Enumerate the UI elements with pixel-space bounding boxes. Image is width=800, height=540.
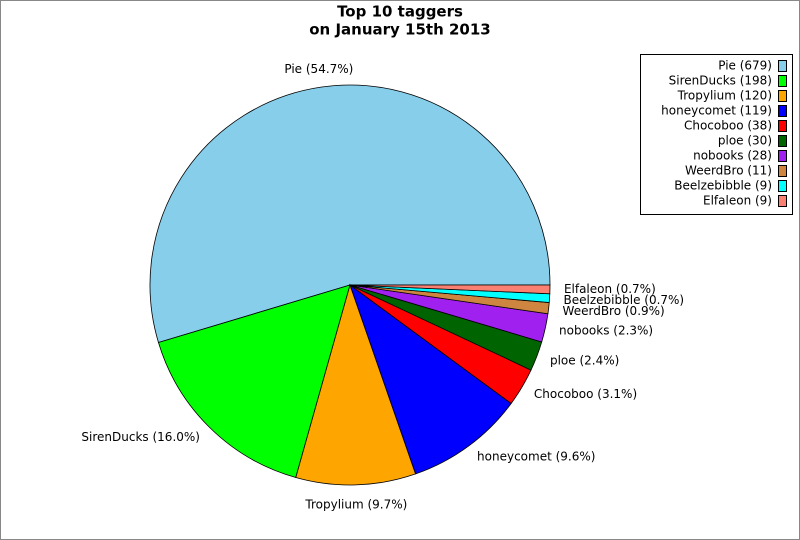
legend-swatch xyxy=(778,150,787,162)
legend-swatch xyxy=(778,60,787,72)
legend-swatch xyxy=(778,180,787,192)
legend-box xyxy=(640,54,793,215)
legend-swatch xyxy=(778,135,787,147)
slice-label: ploe (2.4%) xyxy=(550,354,619,368)
legend-label: nobooks (28) xyxy=(693,149,772,163)
legend-label: Beelzebibble (9) xyxy=(674,179,772,193)
legend-label: Pie (679) xyxy=(718,59,772,73)
legend-label: honeycomet (119) xyxy=(661,104,772,118)
legend-swatch xyxy=(778,165,787,177)
legend-swatch xyxy=(778,90,787,102)
slice-label: WeerdBro (0.9%) xyxy=(563,304,665,318)
legend-swatch xyxy=(778,75,787,87)
pie-slice xyxy=(295,283,417,486)
legend-label: Tropylium (120) xyxy=(677,89,772,103)
legend-swatch xyxy=(778,195,787,207)
slice-label: Tropylium (9.7%) xyxy=(304,497,407,511)
slice-label: honeycomet (9.6%) xyxy=(477,450,595,464)
pie-slice xyxy=(157,284,351,478)
legend-label: SirenDucks (198) xyxy=(669,74,772,88)
chart-subtitle: on January 15th 2013 xyxy=(309,21,490,39)
slice-label: SirenDucks (16.0%) xyxy=(81,430,200,444)
slice-label: Elfaleon (0.7%) xyxy=(564,282,656,296)
pie-slice xyxy=(349,284,551,295)
slice-label: nobooks (2.3%) xyxy=(559,323,653,337)
legend-label: Elfaleon (9) xyxy=(703,194,772,208)
legend-swatch xyxy=(778,105,787,117)
pie-slice xyxy=(149,84,551,344)
legend-swatch xyxy=(778,120,787,132)
pie-slice xyxy=(349,283,512,475)
legend-label: ploe (30) xyxy=(718,134,772,148)
legend-label: WeerdBro (11) xyxy=(685,164,772,178)
slice-label: Pie (54.7%) xyxy=(284,62,353,76)
chart-title: Top 10 taggers xyxy=(337,3,463,21)
slice-label: Beelzebibble (0.7%) xyxy=(564,293,685,307)
slice-label: Chocoboo (3.1%) xyxy=(534,387,637,401)
legend-label: Chocoboo (38) xyxy=(684,119,772,133)
